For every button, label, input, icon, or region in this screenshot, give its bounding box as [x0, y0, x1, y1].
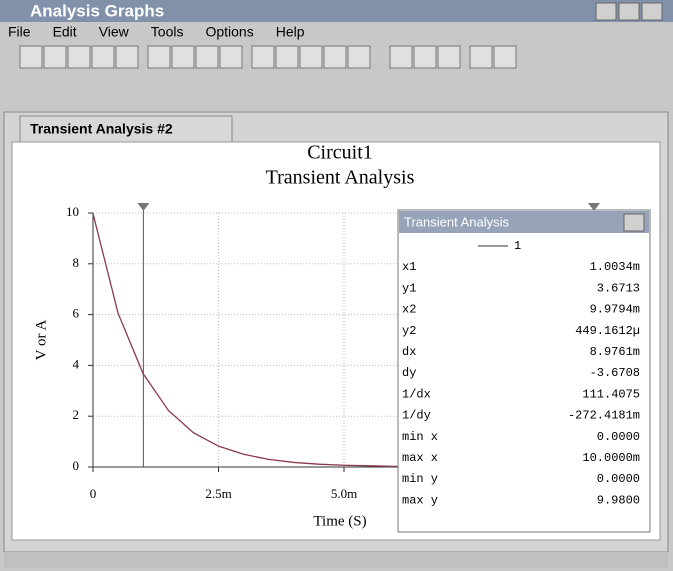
cursor-handle[interactable]	[137, 203, 150, 211]
tool-button[interactable]	[323, 45, 347, 69]
panel-value: 0.0000	[597, 472, 640, 486]
y-tick-label: 6	[73, 306, 80, 321]
panel-value: -272.4181m	[568, 409, 640, 423]
panel-key: min y	[402, 472, 438, 486]
chart-subtitle: Transient Analysis	[266, 167, 415, 189]
window-title: Analysis Graphs	[30, 1, 164, 20]
y-tick-label: 0	[73, 458, 80, 473]
y-tick-label: 8	[73, 255, 80, 270]
status-bar	[4, 552, 668, 568]
x-axis-label: Time (S)	[313, 513, 366, 529]
panel-value: 9.9794m	[590, 303, 640, 317]
title-bar	[0, 0, 673, 22]
cursor-handle[interactable]	[587, 203, 600, 211]
tool-button[interactable]	[91, 45, 115, 69]
tool-button[interactable]	[299, 45, 323, 69]
panel-key: max y	[402, 493, 438, 507]
tab-label: Transient Analysis #2	[30, 121, 173, 137]
menu-item[interactable]: Tools	[151, 24, 184, 40]
panel-key: x1	[402, 260, 416, 274]
panel-title-bar	[399, 211, 649, 233]
panel-key: min x	[402, 430, 438, 444]
panel-key: max x	[402, 451, 438, 465]
panel-value: 9.9800	[597, 493, 640, 507]
tool-button[interactable]	[251, 45, 275, 69]
tool-button[interactable]	[469, 45, 493, 69]
x-tick-label: 2.5m	[205, 486, 231, 501]
panel-title: Transient Analysis	[404, 214, 510, 229]
cursor-panel	[397, 209, 651, 533]
tool-button[interactable]	[493, 45, 517, 69]
panel-key: dx	[402, 345, 416, 359]
x-tick-label: 0	[90, 486, 97, 501]
panel-value: 449.1612µ	[575, 324, 640, 338]
panel-key: 1/dx	[402, 387, 431, 401]
panel-key: x2	[402, 303, 416, 317]
menu-item[interactable]: View	[99, 24, 130, 40]
x-tick-label: 5.0m	[331, 486, 357, 501]
panel-rows: 1 x1 1.0034m y1 3.6713 x2 9.9794m y2 449.1612µ dx…	[402, 239, 640, 507]
maximize-button[interactable]	[618, 2, 640, 21]
panel-value: -3.6708	[590, 366, 640, 380]
y-axis-label: V or A	[33, 320, 49, 361]
y-tick-label: 2	[73, 407, 80, 422]
panel-value: 0.0000	[597, 430, 640, 444]
menu-item[interactable]: Edit	[53, 24, 77, 40]
panel-key: y1	[402, 281, 416, 295]
panel-close[interactable]	[623, 213, 645, 232]
tool-button[interactable]	[219, 45, 243, 69]
tool-button[interactable]	[195, 45, 219, 69]
y-tick-label: 10	[66, 204, 79, 219]
chart-title: Circuit1	[307, 142, 373, 164]
tool-button[interactable]	[413, 45, 437, 69]
panel-value: 111.4075	[582, 387, 640, 401]
tool-button[interactable]	[115, 45, 139, 69]
toolbar	[19, 45, 517, 69]
panel-key: y2	[402, 324, 416, 338]
tool-button[interactable]	[43, 45, 67, 69]
menu-bar: File Edit View Tools Options Help	[8, 24, 305, 40]
tool-button[interactable]	[147, 45, 171, 69]
panel-value: 10.0000m	[582, 451, 640, 465]
tool-button[interactable]	[19, 45, 43, 69]
tool-button[interactable]	[275, 45, 299, 69]
minimize-button[interactable]	[595, 2, 617, 21]
tool-button[interactable]	[389, 45, 413, 69]
tool-button[interactable]	[347, 45, 371, 69]
tool-button[interactable]	[437, 45, 461, 69]
menu-item[interactable]: File	[8, 24, 31, 40]
panel-key: dy	[402, 366, 416, 380]
tool-button[interactable]	[67, 45, 91, 69]
panel-value: 1.0034m	[590, 260, 640, 274]
panel-value: 8.9761m	[590, 345, 640, 359]
panel-key: 1/dy	[402, 409, 431, 423]
menu-item[interactable]: Options	[205, 24, 253, 40]
menu-item[interactable]: Help	[276, 24, 305, 40]
close-button[interactable]	[641, 2, 663, 21]
panel-value: 3.6713	[597, 281, 640, 295]
tool-button[interactable]	[171, 45, 195, 69]
y-tick-label: 4	[73, 356, 80, 371]
legend-label: 1	[514, 239, 521, 253]
